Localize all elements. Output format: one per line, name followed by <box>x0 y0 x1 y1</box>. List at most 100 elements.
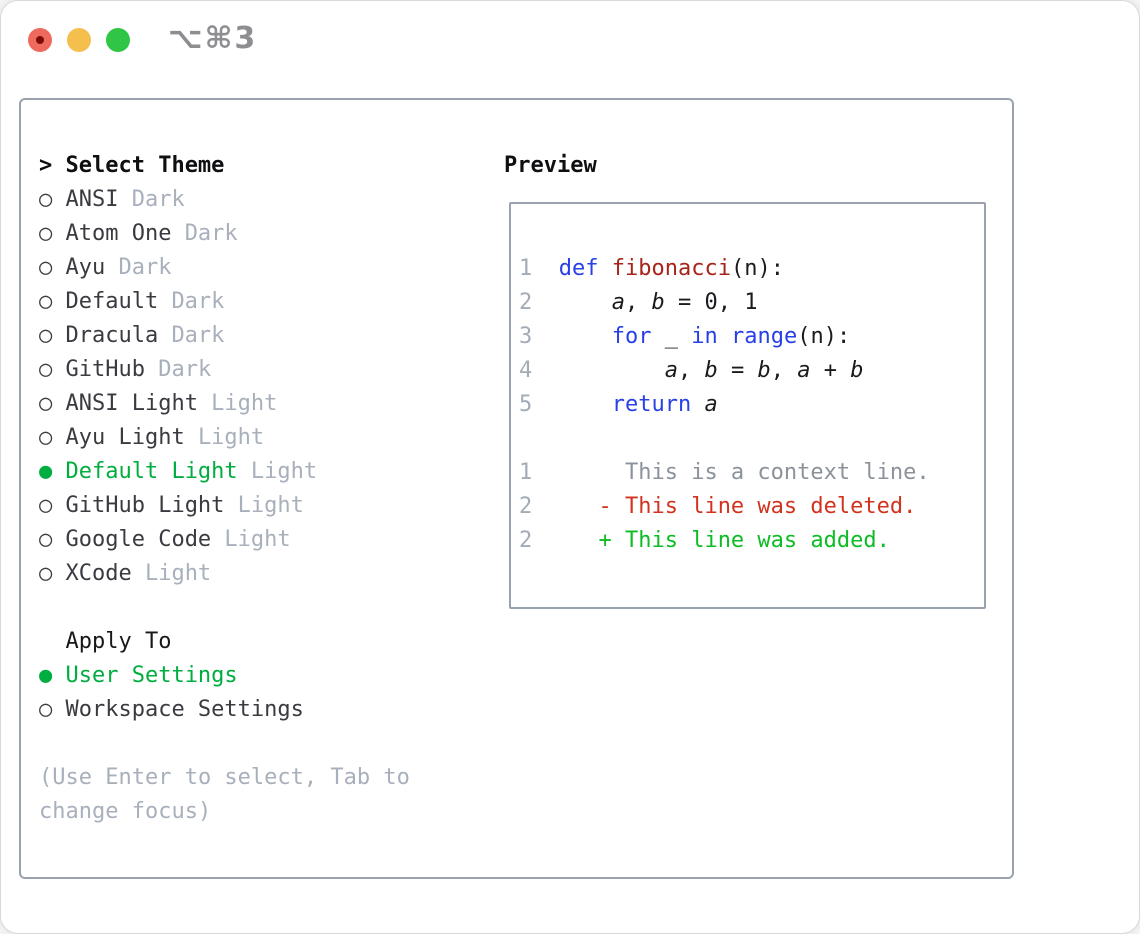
theme-variant: Light <box>197 425 265 450</box>
radio-icon: ○ <box>39 527 53 552</box>
code-segment <box>532 358 664 383</box>
theme-option[interactable]: ○ ANSI Dark <box>39 183 410 217</box>
code-segment: 3 <box>519 324 533 349</box>
theme-name: XCode <box>65 561 132 586</box>
theme-option[interactable]: ○ Dracula Dark <box>39 319 410 353</box>
radio-icon: ○ <box>39 221 53 246</box>
titlebar: ⌥⌘3 <box>1 1 1139 79</box>
theme-name: GitHub <box>65 357 145 382</box>
code-segment <box>532 392 611 417</box>
code-segment <box>691 392 704 417</box>
theme-variant: Dark <box>171 289 225 314</box>
theme-variant: Dark <box>131 187 185 212</box>
apply-to-header: Apply To <box>65 629 172 654</box>
code-segment: + This line was added. <box>598 528 890 553</box>
theme-name: Ayu <box>65 255 106 280</box>
theme-variant: Dark <box>184 221 238 246</box>
theme-option[interactable]: ○ GitHub Light Light <box>39 489 410 523</box>
help-text: (Use Enter to select, Tab to change focu… <box>39 761 410 829</box>
code-segment: a <box>664 358 678 383</box>
code-segment: , <box>677 358 705 383</box>
apply-to-label: User Settings <box>65 663 238 688</box>
code-line: 2 - This line was deleted. <box>519 490 984 524</box>
theme-option[interactable]: ○ Default Dark <box>39 285 410 319</box>
theme-name: Dracula <box>65 323 159 348</box>
code-segment: This is a context line. <box>624 460 930 485</box>
radio-icon: ○ <box>39 561 53 586</box>
code-segment: b <box>850 358 864 383</box>
theme-variant: Light <box>224 527 291 552</box>
theme-option[interactable]: ○ Ayu Light Light <box>39 421 410 455</box>
theme-variant: Dark <box>158 357 212 382</box>
theme-option[interactable]: ○ ANSI Light Light <box>39 387 410 421</box>
code-segment: (n): <box>797 324 851 349</box>
code-segment: in <box>691 324 718 349</box>
theme-option[interactable]: ○ XCode Light <box>39 557 410 591</box>
code-segment: b <box>704 358 718 383</box>
code-segment: a <box>797 358 811 383</box>
code-line: 1 def fibonacci(n): <box>519 252 984 286</box>
cursor-caret-icon: > <box>39 153 53 178</box>
theme-name: Atom One <box>65 221 172 246</box>
theme-option[interactable]: ○ GitHub Dark <box>39 353 410 387</box>
theme-name: ANSI <box>65 187 119 212</box>
radio-selected-icon: ● <box>39 663 53 688</box>
code-segment: return <box>611 392 692 417</box>
theme-name: Ayu Light <box>65 425 185 450</box>
code-segment: , <box>624 290 652 315</box>
window-title: ⌥⌘3 <box>168 21 258 56</box>
zoom-button[interactable] <box>106 28 130 52</box>
code-line <box>519 422 984 456</box>
theme-option[interactable]: ● Default Light Light <box>39 455 410 489</box>
code-segment: b <box>757 358 771 383</box>
theme-list-header: > Select Theme <box>39 149 410 183</box>
minimize-button[interactable] <box>67 28 91 52</box>
code-line: 2 a, b = 0, 1 <box>519 286 984 320</box>
theme-option[interactable]: ○ Google Code Light <box>39 523 410 557</box>
close-dot-icon <box>36 36 44 44</box>
theme-variant: Light <box>237 493 304 518</box>
theme-option[interactable]: ○ Ayu Dark <box>39 251 410 285</box>
apply-to-list: ● User Settings ○ Workspace Settings <box>39 659 410 727</box>
close-button[interactable] <box>28 28 52 52</box>
code-segment: (n): <box>730 256 784 281</box>
theme-name: GitHub Light <box>65 493 225 518</box>
code-segment <box>599 256 612 281</box>
code-segment: for <box>611 324 652 349</box>
radio-icon: ○ <box>39 323 53 348</box>
code-segment: range <box>730 324 798 349</box>
apply-to-option[interactable]: ○ Workspace Settings <box>39 693 410 727</box>
theme-variant: Dark <box>118 255 172 280</box>
radio-icon: ○ <box>39 255 53 280</box>
code-segment: fibonacci <box>611 256 731 281</box>
code-line: 2 + This line was added. <box>519 524 984 558</box>
code-segment: b <box>651 290 665 315</box>
theme-list-title: Select Theme <box>65 153 225 178</box>
code-segment <box>532 460 625 485</box>
code-segment: 1 <box>519 256 533 281</box>
code-segment <box>532 494 598 519</box>
theme-list: ○ ANSI Dark ○ Atom One Dark ○ Ayu Dark ○ Default Da… <box>39 183 410 591</box>
help-line: (Use Enter to select, Tab to <box>39 765 410 790</box>
radio-icon: ○ <box>39 697 53 722</box>
radio-icon: ○ <box>39 391 53 416</box>
theme-name: ANSI Light <box>65 391 198 416</box>
code-segment: = <box>717 358 758 383</box>
code-segment: 2 <box>519 290 533 315</box>
code-segment <box>532 528 598 553</box>
code-segment: 4 <box>519 358 533 383</box>
code-line: 4 a, b = b, a + b <box>519 354 984 388</box>
code-line: 3 for _ in range(n): <box>519 320 984 354</box>
help-line: change focus) <box>39 799 212 824</box>
section-gap <box>39 591 410 625</box>
theme-name: Default <box>65 289 159 314</box>
theme-variant: Light <box>250 459 318 484</box>
code-segment: 5 <box>519 392 533 417</box>
apply-to-option[interactable]: ● User Settings <box>39 659 410 693</box>
theme-name: Google Code <box>65 527 212 552</box>
theme-name: Default Light <box>65 459 238 484</box>
theme-option[interactable]: ○ Atom One Dark <box>39 217 410 251</box>
